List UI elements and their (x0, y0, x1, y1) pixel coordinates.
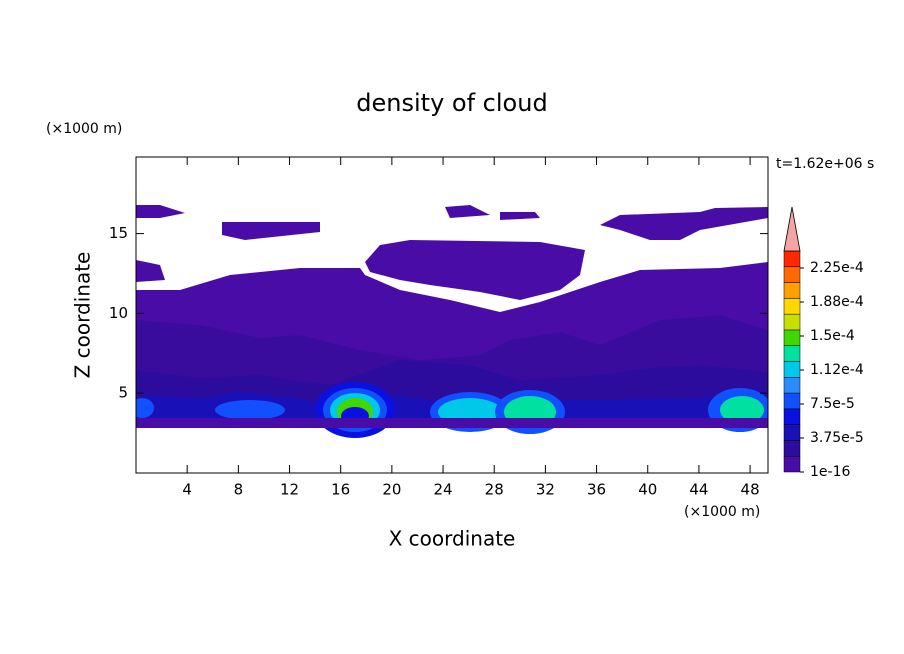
colorbar-tick-label: 1.12e-4 (810, 362, 864, 378)
x-tick-label: 40 (638, 481, 657, 499)
y-tick-label: 10 (109, 304, 128, 322)
colorbar-band (783, 329, 801, 346)
y-tick-label: 15 (109, 224, 128, 242)
x-tick-label: 44 (689, 481, 708, 499)
colorbar-tick-label: 7.5e-5 (810, 396, 855, 412)
x-tick-label: 36 (587, 481, 606, 499)
colorbar-band (783, 377, 801, 394)
time-label: t=1.62e+06 s (776, 156, 874, 172)
colorbar-band (783, 266, 801, 283)
colorbar-band (783, 440, 801, 457)
chart-title: density of cloud (356, 89, 547, 117)
colorbar-band (783, 298, 801, 315)
colorbar-band (783, 250, 801, 268)
colorbar-band (783, 361, 801, 378)
y-axis-label: Z coordinate (71, 252, 95, 379)
colorbar-band (783, 408, 801, 425)
colorbar-band (783, 345, 801, 362)
colorbar-band (783, 313, 801, 331)
x-axis-label: X coordinate (389, 527, 516, 551)
colorbar-tick-label: 1.88e-4 (810, 294, 864, 310)
colorbar-band (783, 282, 801, 299)
plot-frame (135, 156, 769, 474)
x-tick-label: 8 (234, 481, 244, 499)
x-tick-label: 24 (433, 481, 452, 499)
x-tick-label: 4 (182, 481, 192, 499)
x-tick-label: 32 (536, 481, 555, 499)
colorbar-band (783, 455, 801, 473)
y-unit: (×1000 m) (46, 121, 122, 137)
colorbar-tick-label: 1.5e-4 (810, 328, 855, 344)
contour-field (136, 205, 768, 438)
x-unit: (×1000 m) (684, 504, 760, 520)
x-tick-label: 20 (382, 481, 401, 499)
x-tick-label: 16 (331, 481, 350, 499)
y-tick-label: 5 (118, 384, 128, 402)
colorbar-tick-label: 1e-16 (810, 464, 850, 480)
colorbar-tick-label: 3.75e-5 (810, 430, 864, 446)
colorbar-extend (783, 206, 801, 252)
colorbar-band (783, 424, 801, 441)
x-tick-label: 28 (485, 481, 504, 499)
colorbar-tick-label: 2.25e-4 (810, 260, 864, 276)
colorbar-band (783, 392, 801, 410)
x-tick-label: 12 (280, 481, 299, 499)
x-tick-label: 48 (741, 481, 760, 499)
